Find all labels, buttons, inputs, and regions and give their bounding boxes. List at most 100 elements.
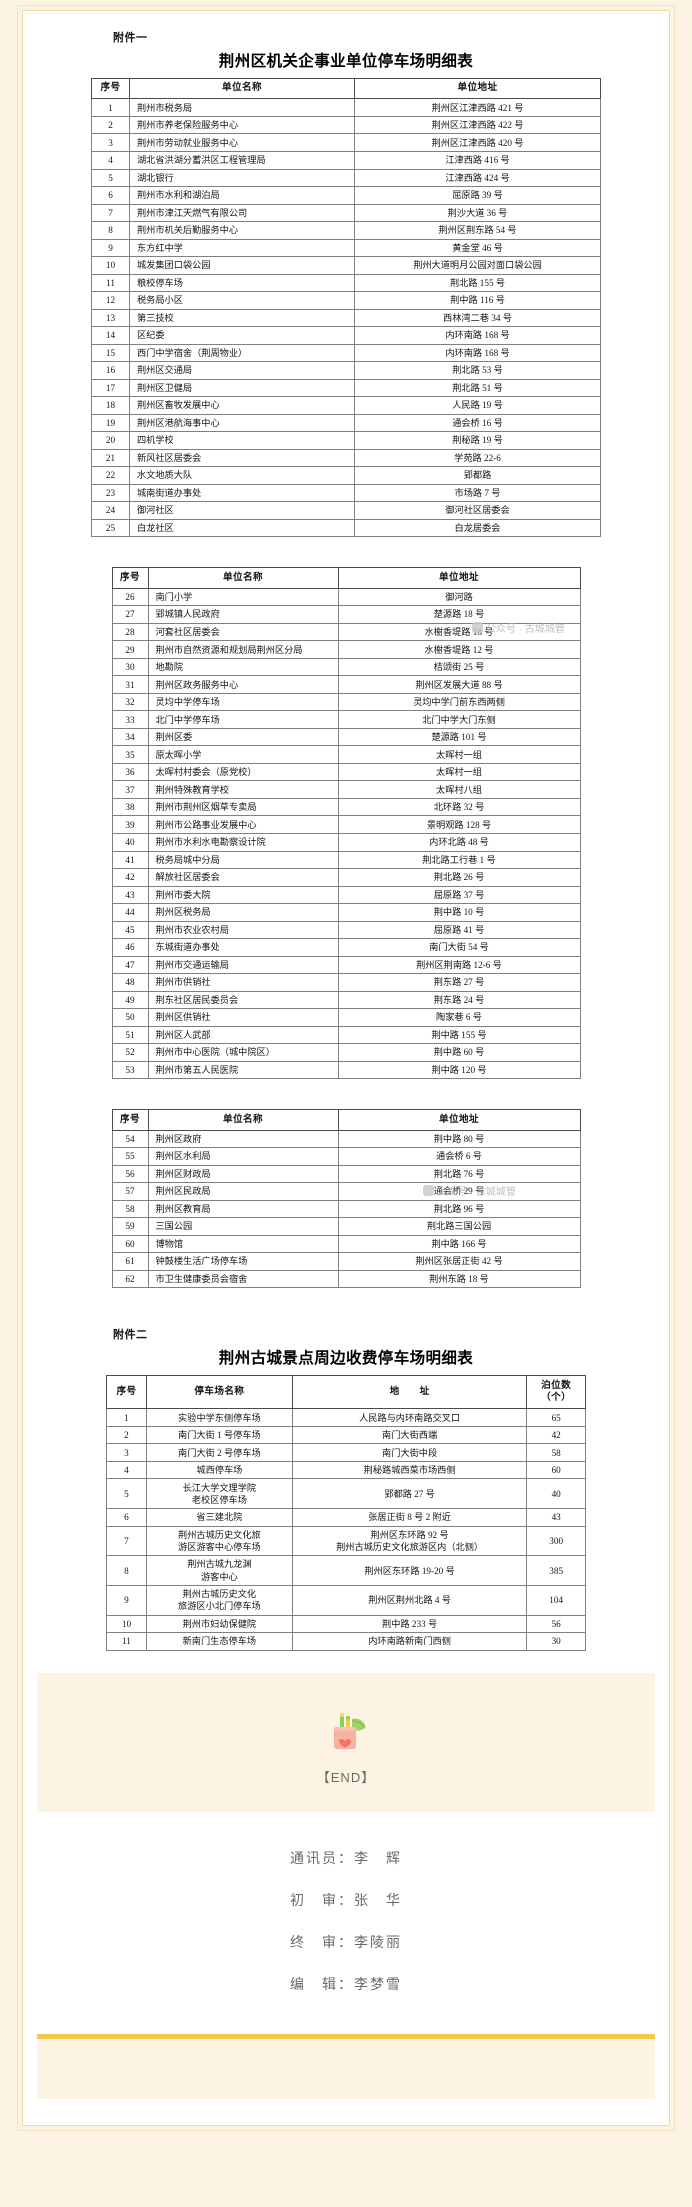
cell-index: 49 <box>111 990 149 1010</box>
table-row: 10 荆州市妇幼保健院 荆中路 233 号 56 <box>106 1614 586 1634</box>
cell-unit-address: 通会桥 29 号 <box>337 1182 581 1201</box>
cell-unit-address: 内环北路 48 号 <box>337 832 581 852</box>
cell-unit-name: 税务局城中分局 <box>147 850 339 870</box>
table-row: 33 北门中学停车场 北门中学大门东侧 <box>111 710 581 729</box>
cell-unit-name: 白龙社区 <box>129 518 355 538</box>
cell-lot-name: 省三建北院 <box>145 1508 293 1527</box>
table-row: 13 第三技校 西林湾二巷 34 号 <box>91 308 601 328</box>
table-row: 55 荆州区水利局 通会桥 6 号 <box>111 1147 581 1166</box>
cell-lot-name: 城西停车场 <box>145 1460 293 1480</box>
table-row: 39 荆州市公路事业发展中心 景明观路 128 号 <box>111 815 581 834</box>
table-row: 26 南门小学 御河路 <box>111 587 581 607</box>
cell-index: 18 <box>91 396 130 415</box>
cell-unit-name: 东方红中学 <box>129 238 355 258</box>
cell-unit-address: 市场路 7 号 <box>354 483 601 503</box>
cell-index: 48 <box>111 973 149 992</box>
cell-unit-address: 水榭香堤路 18 号 <box>337 622 581 642</box>
cell-unit-name: 荆州区委 <box>147 727 339 747</box>
cell-unit-name: 城发集团口袋公园 <box>129 256 355 275</box>
cell-unit-address: 白龙居委会 <box>354 518 601 538</box>
col-header-address: 地 址 <box>291 1375 528 1410</box>
table-row: 21 新风社区居委会 学苑路 22-6 <box>91 448 601 468</box>
cell-unit-address: 荆秘路 19 号 <box>354 431 601 450</box>
cell-unit-address: 荆北路 53 号 <box>354 361 601 380</box>
col-header-unit-address: 单位地址 <box>337 1109 581 1131</box>
cell-lot-name: 荆州古城历史文化 旅游区小北门停车场 <box>145 1584 293 1616</box>
cell-address: 内环南路新南门西侧 <box>291 1632 528 1651</box>
cell-address: 荆州区东环路 19-20 号 <box>291 1555 528 1586</box>
cell-unit-address: 荆中路 166 号 <box>337 1234 581 1254</box>
cell-index: 3 <box>106 1443 147 1462</box>
table-row: 52 荆州市中心医院（城中院区） 荆中路 60 号 <box>111 1043 581 1062</box>
cell-address: 荆中路 233 号 <box>291 1614 528 1634</box>
table-row: 41 税务局城中分局 荆北路工行巷 1 号 <box>111 850 581 870</box>
cell-unit-name: 粮校停车场 <box>129 273 355 293</box>
table-row: 32 灵均中学停车场 灵均中学门前东西两侧 <box>111 692 581 712</box>
cell-space-count: 58 <box>526 1443 586 1462</box>
col-header-unit-name: 单位名称 <box>147 1109 339 1131</box>
cell-unit-name: 荆州区交通局 <box>129 361 355 380</box>
cell-index: 1 <box>91 98 130 117</box>
cell-unit-address: 荆中路 80 号 <box>337 1129 581 1149</box>
table-row: 49 荆东社区居民委员会 荆东路 24 号 <box>111 990 581 1010</box>
table-row: 60 博物馆 荆中路 166 号 <box>111 1234 581 1254</box>
cell-index: 7 <box>91 203 130 223</box>
cell-index: 4 <box>91 150 130 170</box>
cell-index: 56 <box>111 1164 149 1184</box>
table-row: 6 省三建北院 张居正街 8 号 2 附近 43 <box>106 1508 586 1527</box>
cell-unit-address: 楚源路 101 号 <box>337 727 581 747</box>
table-row: 57 荆州区民政局 通会桥 29 号 <box>111 1182 581 1201</box>
cell-index: 6 <box>91 186 130 205</box>
table-row: 10 城发集团口袋公园 荆州大道明月公园对面口袋公园 <box>91 256 601 275</box>
cell-unit-address: 北门中学大门东侧 <box>337 710 581 729</box>
pencil-cup-icon <box>334 1712 366 1749</box>
cell-space-count: 56 <box>526 1614 586 1634</box>
table-row: 20 四机学校 荆秘路 19 号 <box>91 431 601 450</box>
cell-unit-name: 荆州市机关后勤服务中心 <box>129 221 355 240</box>
table-row: 12 税务局小区 荆中路 116 号 <box>91 291 601 310</box>
cell-index: 7 <box>106 1525 147 1557</box>
cell-unit-name: 荆州区教育局 <box>147 1199 339 1219</box>
cell-unit-name: 荆州区人武部 <box>147 1025 339 1045</box>
cell-index: 10 <box>91 256 130 275</box>
cell-address: 荆州区荆州北路 4 号 <box>291 1584 528 1616</box>
cell-unit-name: 荆州市养老保险服务中心 <box>129 115 355 135</box>
cell-unit-address: 屈原路 41 号 <box>337 920 581 940</box>
cell-unit-address: 通会桥 6 号 <box>337 1147 581 1166</box>
cell-index: 8 <box>91 221 130 240</box>
cell-address: 南门大街西端 <box>291 1425 528 1445</box>
cell-unit-address: 荆北路三国公园 <box>337 1217 581 1236</box>
cell-unit-name: 荆州市委大院 <box>147 885 339 905</box>
cell-unit-name: 钟鼓楼生活广场停车场 <box>147 1252 339 1271</box>
scenic-table-body: 1 实验中学东侧停车场 人民路与内环南路交叉口 65 2 南门大街 1 号停车场 南门大街西… <box>106 1408 586 1651</box>
col-header-unit-address: 单位地址 <box>354 77 601 100</box>
credit-editor: 编 辑：李梦雪 <box>290 1975 402 1992</box>
cell-index: 14 <box>91 326 130 345</box>
cell-unit-address: 荆沙大道 36 号 <box>354 203 601 223</box>
cell-unit-name: 东城街道办事处 <box>147 938 339 957</box>
cell-address: 张居正街 8 号 2 附近 <box>291 1508 528 1527</box>
cell-unit-name: 荆州特殊教育学校 <box>147 780 339 799</box>
cell-space-count: 30 <box>526 1632 586 1651</box>
cell-index: 41 <box>111 850 149 870</box>
cell-unit-address: 荆北路 96 号 <box>337 1199 581 1219</box>
cell-index: 51 <box>111 1025 149 1045</box>
cell-index: 44 <box>111 903 149 922</box>
cell-lot-name: 长江大学文理学院 老校区停车场 <box>145 1478 293 1510</box>
cell-unit-address: 荆北路工行巷 1 号 <box>337 850 581 870</box>
cell-unit-address: 江津西路 424 号 <box>354 168 601 188</box>
table-row: 4 城西停车场 荆秘路城西菜市场西侧 60 <box>106 1460 586 1480</box>
table-row: 17 荆州区卫健局 荆北路 51 号 <box>91 378 601 398</box>
cell-space-count: 385 <box>526 1555 586 1586</box>
cell-index: 21 <box>91 448 130 468</box>
col-header-lot-name: 停车场名称 <box>145 1375 293 1410</box>
cell-unit-address: 荆州区江津西路 420 号 <box>354 133 601 152</box>
cell-unit-address: 荆东路 27 号 <box>337 973 581 992</box>
cell-index: 4 <box>106 1460 147 1480</box>
cell-unit-name: 荆州市水利和湖泊局 <box>129 186 355 205</box>
table-row: 46 东城街道办事处 南门大街 54 号 <box>111 938 581 957</box>
parking-table-part3: 序号 单位名称 单位地址 54 荆州区政府 荆中路 80 号 55 荆州区水利局 通会桥 … <box>111 1109 581 1289</box>
cell-index: 22 <box>91 466 130 485</box>
cell-unit-address: 太晖村一组 <box>337 745 581 764</box>
